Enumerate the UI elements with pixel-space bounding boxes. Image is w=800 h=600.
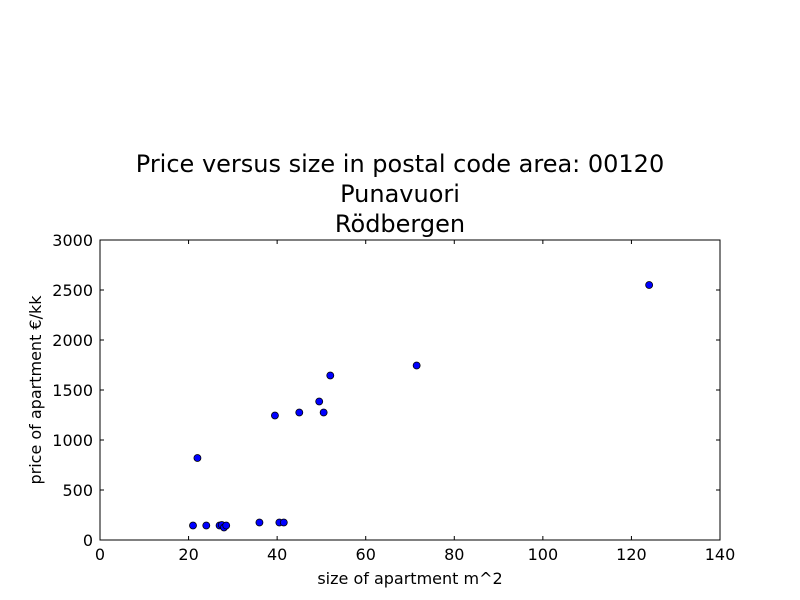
y-tick-label: 1000 (52, 431, 93, 450)
x-tick-label: 80 (444, 545, 464, 564)
y-tick-label: 0 (83, 531, 93, 550)
data-point (645, 281, 654, 289)
y-tick-label: 3000 (52, 231, 93, 250)
axis-ticks: 0 20 40 60 80 100 120 140 0 500 1000 1500 2000 2500 30… (52, 231, 735, 564)
chart-title-line-1: Price versus size in postal code area: 0… (135, 150, 665, 178)
plot-frame (99, 239, 721, 541)
data-point (189, 521, 197, 530)
y-tick-label: 500 (62, 481, 93, 500)
x-tick-label: 100 (528, 545, 559, 564)
data-point (222, 521, 231, 530)
data-point (271, 411, 279, 420)
data-point (315, 397, 324, 406)
data-point (202, 521, 211, 530)
x-tick-label: 0 (95, 545, 105, 564)
y-tick-label: 1500 (52, 381, 93, 400)
x-tick-label: 20 (178, 545, 198, 564)
x-tick-label: 140 (705, 545, 736, 564)
chart-title-line-3: Rödbergen (334, 210, 466, 238)
x-tick-label: 120 (616, 545, 647, 564)
data-point (412, 361, 421, 370)
y-axis-label: price of apartment €/kk (26, 295, 45, 485)
data-point (193, 454, 202, 462)
data-point (326, 371, 335, 380)
x-tick-label: 40 (267, 545, 287, 564)
data-point (295, 408, 304, 417)
y-tick-label: 2000 (52, 331, 93, 350)
data-points (189, 281, 654, 532)
x-axis-label: size of apartment m^2 (317, 569, 502, 588)
data-point (255, 518, 264, 527)
chart-title-line-2: Punavuori (340, 180, 460, 208)
x-tick-label: 60 (356, 545, 376, 564)
data-point (279, 518, 288, 527)
data-point (319, 408, 328, 417)
y-tick-label: 2500 (52, 281, 93, 300)
